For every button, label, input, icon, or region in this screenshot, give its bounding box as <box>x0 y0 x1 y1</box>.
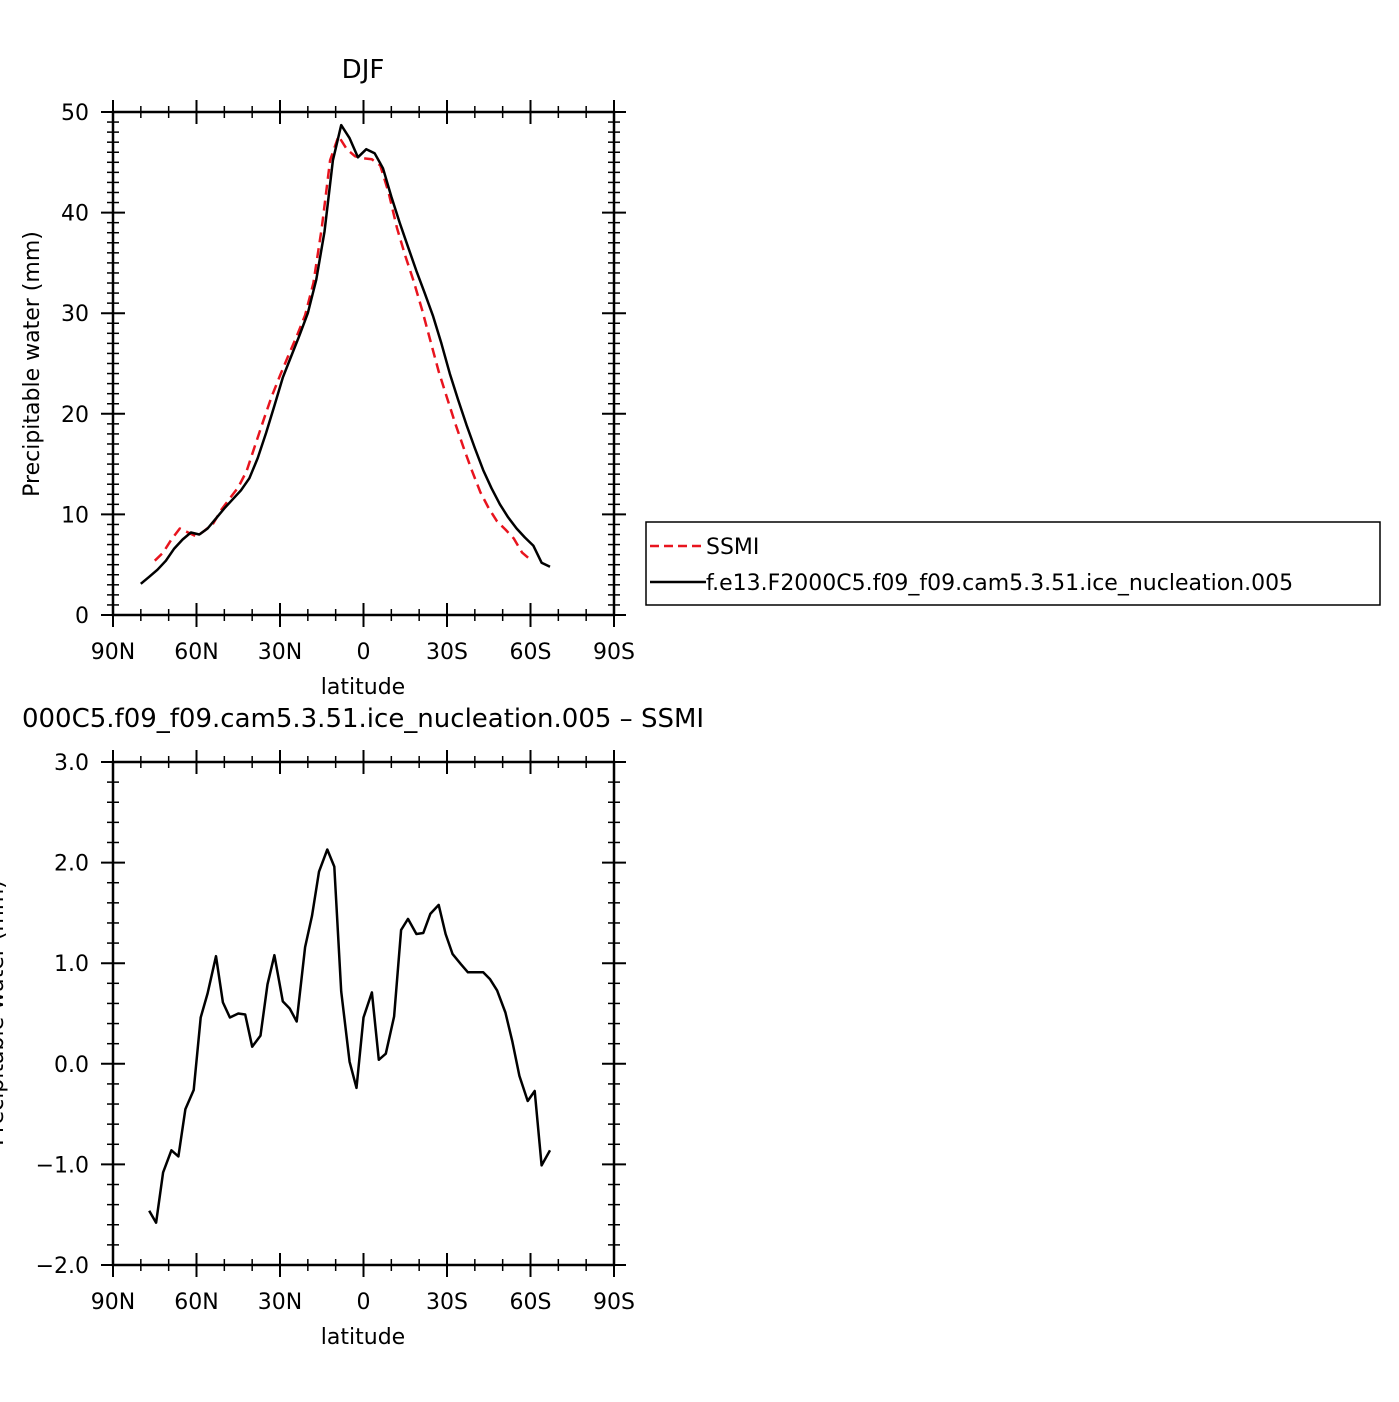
legend-label-model: f.e13.F2000C5.f09_f09.cam5.3.51.ice_nucl… <box>706 571 1293 596</box>
bottom-x-tick-label: 30N <box>258 1290 302 1315</box>
bottom-x-tick-label: 0 <box>357 1290 371 1315</box>
top-series-line-0 <box>153 134 532 562</box>
top-x-tick-label: 90S <box>593 640 635 665</box>
bottom-panel-title: 000C5.f09_f09.cam5.3.51.ice_nucleation.0… <box>22 704 704 734</box>
top-x-tick-label: 30N <box>258 640 302 665</box>
top-x-tick-label: 0 <box>357 640 371 665</box>
bottom-y-tick-label: 3.0 <box>54 751 89 776</box>
top-y-tick-label: 0 <box>75 604 89 629</box>
legend-frame <box>645 521 1381 606</box>
top-panel: DJF 90N 60N 30N 0 30S 60S 90S 0 10 20 30 40 50 latit… <box>20 55 635 700</box>
bottom-x-axis-title: latitude <box>321 1325 405 1350</box>
top-y-tick-label: 30 <box>61 302 89 327</box>
bottom-plot-frame <box>111 760 616 1267</box>
top-x-tick-label: 30S <box>426 640 468 665</box>
bottom-y-tick-label: 0.0 <box>54 1053 89 1078</box>
bottom-panel: 000C5.f09_f09.cam5.3.51.ice_nucleation.0… <box>0 704 704 1350</box>
bottom-y-tick-label: −2.0 <box>36 1254 89 1279</box>
top-y-axis-title: Precipitable water (mm) <box>20 231 45 497</box>
top-series-line-1 <box>139 123 551 585</box>
bottom-y-tick-label: −1.0 <box>36 1153 89 1178</box>
top-x-tick-label: 60N <box>174 640 218 665</box>
top-y-tick-label: 20 <box>61 403 89 428</box>
bottom-x-tick-label: 90N <box>91 1290 135 1315</box>
top-panel-title: DJF <box>342 55 385 85</box>
top-x-tick-label: 90N <box>91 640 135 665</box>
top-y-tick-label: 40 <box>61 202 89 227</box>
bottom-x-tick-label: 30S <box>426 1290 468 1315</box>
top-plot-frame <box>111 110 616 617</box>
top-y-tick-label: 10 <box>61 503 89 528</box>
top-y-tick-label: 50 <box>61 101 89 126</box>
top-plot-area: 90N 60N 30N 0 30S 60S 90S 0 10 20 30 40 50 <box>61 100 635 665</box>
bottom-x-tick-label: 60N <box>174 1290 218 1315</box>
bottom-plot-area: 90N 60N 30N 0 30S 60S 90S −2.0 −1.0 0.0 1.0 2.0 3.0 <box>36 750 635 1315</box>
bottom-y-tick-label: 1.0 <box>54 952 89 977</box>
legend-label-ssmi: SSMI <box>706 535 759 560</box>
bottom-x-tick-label: 90S <box>593 1290 635 1315</box>
bottom-x-tick-label: 60S <box>510 1290 552 1315</box>
top-x-tick-label: 60S <box>510 640 552 665</box>
bottom-y-tick-label: 2.0 <box>54 852 89 877</box>
top-x-axis-title: latitude <box>321 675 405 700</box>
legend: SSMI f.e13.F2000C5.f09_f09.cam5.3.51.ice… <box>645 521 1381 606</box>
bottom-y-axis-title: Precipitable water (mm) <box>0 880 9 1146</box>
bottom-series-line-0 <box>148 848 552 1224</box>
